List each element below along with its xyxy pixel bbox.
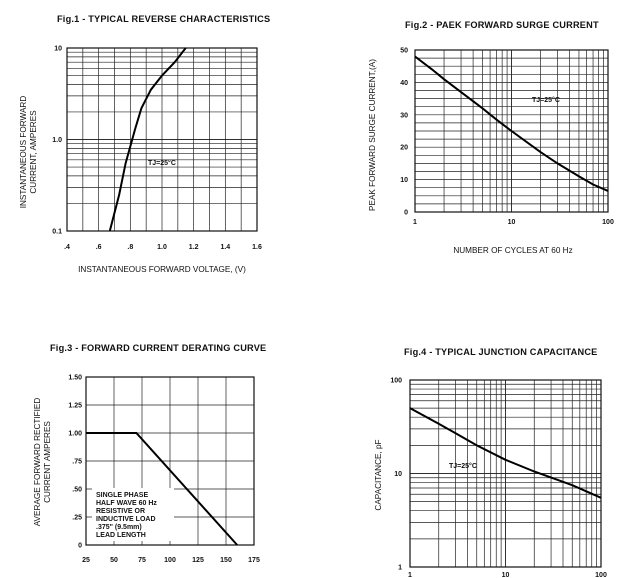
fig2-ytick-1: 10 bbox=[400, 177, 408, 184]
chart-fig3: Fig.3 - FORWARD CURRENT DERATING CURVE 2… bbox=[33, 343, 266, 564]
fig2-xtick-0: 1 bbox=[413, 219, 417, 226]
fig1-ylabel-line2: CURRENT, AMPERES bbox=[29, 110, 38, 194]
fig1-xtick-1: .6 bbox=[96, 244, 102, 251]
fig3-note-line5: .375" (9.5mm) bbox=[96, 524, 142, 531]
fig1-ytick-2: 10 bbox=[54, 46, 62, 53]
fig2-ylabel: PEAK FORWARD SURGE CURRENT,(A) bbox=[368, 59, 377, 211]
fig4-annotation: TJ=25°C bbox=[449, 462, 477, 470]
fig3-note-line2: HALF WAVE 60 Hz bbox=[96, 500, 157, 507]
fig3-xtick-6: 175 bbox=[248, 557, 260, 564]
fig2-xtick-2: 100 bbox=[602, 219, 614, 226]
fig4-xtick-0: 1 bbox=[408, 572, 412, 578]
fig3-ytick-1: .25 bbox=[72, 515, 82, 522]
fig3-xtick-1: 50 bbox=[110, 557, 118, 564]
fig3-xtick-5: 150 bbox=[220, 557, 232, 564]
fig3-note-line1: SINGLE PHASE bbox=[96, 492, 148, 499]
fig1-ytick-0: 0.1 bbox=[52, 229, 62, 236]
fig3-xtick-4: 125 bbox=[192, 557, 204, 564]
fig3-ytick-4: 1.00 bbox=[68, 431, 82, 438]
fig2-annotation: TJ=25°C bbox=[532, 96, 560, 104]
fig3-note-line3: RESISTIVE OR bbox=[96, 508, 145, 515]
fig4-ylabel: CAPACITANCE, pF bbox=[374, 439, 383, 510]
fig3-ytick-2: .50 bbox=[72, 487, 82, 494]
fig3-xtick-3: 100 bbox=[164, 557, 176, 564]
fig2-ytick-2: 20 bbox=[400, 145, 408, 152]
fig3-ytick-6: 1.50 bbox=[68, 375, 82, 382]
fig1-xtick-5: 1.4 bbox=[220, 244, 230, 251]
fig1-annotation: TJ=25°C bbox=[148, 159, 176, 167]
fig2-ytick-0: 0 bbox=[404, 210, 408, 217]
fig1-xtick-0: .4 bbox=[64, 244, 70, 251]
fig3-ytick-5: 1.25 bbox=[68, 403, 82, 410]
fig2-ytick-5: 50 bbox=[400, 48, 408, 55]
fig1-xtick-6: 1.6 bbox=[252, 244, 262, 251]
datasheet-charts: Fig.1 - TYPICAL REVERSE CHARACTERISTICS … bbox=[0, 0, 643, 578]
fig4-ytick-1: 10 bbox=[394, 471, 402, 478]
fig1-ylabel-line1: INSTANTANEOUS FORWARD bbox=[19, 96, 28, 209]
fig3-xtick-0: 25 bbox=[82, 557, 90, 564]
fig4-ytick-0: 1 bbox=[398, 565, 402, 572]
fig2-xlabel: NUMBER OF CYCLES AT 60 Hz bbox=[453, 246, 572, 255]
fig1-xtick-3: 1.0 bbox=[157, 244, 167, 251]
fig2-xtick-1: 10 bbox=[508, 219, 516, 226]
fig1-xlabel: INSTANTANEOUS FORWARD VOLTAGE, (V) bbox=[78, 265, 246, 274]
fig1-ytick-1: 1.0 bbox=[52, 137, 62, 144]
chart-fig4: Fig.4 - TYPICAL JUNCTION CAPACITANCE 1 10… bbox=[374, 347, 607, 578]
fig1-xtick-4: 1.2 bbox=[189, 244, 199, 251]
fig1-title: Fig.1 - TYPICAL REVERSE CHARACTERISTICS bbox=[57, 14, 270, 24]
chart-fig1: Fig.1 - TYPICAL REVERSE CHARACTERISTICS … bbox=[19, 14, 270, 274]
fig3-ylabel-line1: AVERAGE FORWARD RECTIFIED bbox=[33, 398, 42, 527]
fig3-xtick-2: 75 bbox=[138, 557, 146, 564]
fig3-note-line6: LEAD LENGTH bbox=[96, 532, 146, 539]
fig3-ylabel-line2: CURRENT AMPERES bbox=[43, 421, 52, 503]
fig3-ytick-3: .75 bbox=[72, 459, 82, 466]
fig2-ytick-4: 40 bbox=[400, 80, 408, 87]
fig3-ytick-0: 0 bbox=[78, 543, 82, 550]
fig1-xtick-2: .8 bbox=[127, 244, 133, 251]
fig4-xtick-1: 10 bbox=[502, 572, 510, 578]
fig3-note-line4: INDUCTIVE LOAD bbox=[96, 516, 156, 523]
fig4-xtick-2: 100 bbox=[595, 572, 607, 578]
chart-fig2: Fig.2 - PAEK FORWARD SURGE CURRENT 1 10 10… bbox=[368, 20, 614, 255]
fig2-title: Fig.2 - PAEK FORWARD SURGE CURRENT bbox=[405, 20, 599, 30]
fig4-ytick-2: 100 bbox=[390, 378, 402, 385]
fig4-title: Fig.4 - TYPICAL JUNCTION CAPACITANCE bbox=[404, 347, 598, 357]
fig2-ytick-3: 30 bbox=[400, 112, 408, 119]
fig3-title: Fig.3 - FORWARD CURRENT DERATING CURVE bbox=[50, 343, 266, 353]
